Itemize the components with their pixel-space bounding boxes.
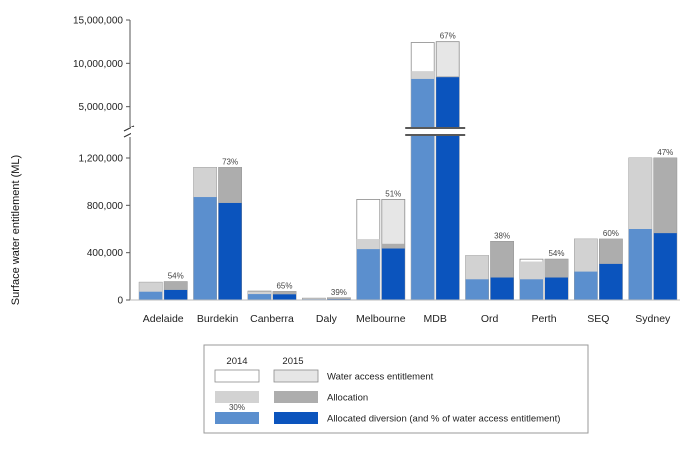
bar-2014-allocation — [302, 298, 326, 300]
category-label: SEQ — [587, 313, 609, 325]
y-tick-label: 15,000,000 — [73, 16, 123, 27]
bar-2015-allocated-diversion — [490, 277, 514, 300]
percent-label: 67% — [440, 32, 456, 41]
legend-year-2015: 2015 — [282, 356, 303, 367]
bar-2014-allocated-diversion — [465, 279, 489, 300]
bar-2015-allocated-diversion — [545, 277, 568, 300]
percent-label: 51% — [385, 189, 401, 198]
percent-label: 60% — [603, 229, 619, 238]
category-label: Sydney — [635, 313, 671, 325]
category-label: Daly — [316, 313, 338, 325]
percent-label: 47% — [657, 148, 673, 157]
legend-swatch-2015 — [273, 369, 319, 383]
y-tick-label: 400,000 — [87, 248, 124, 259]
category-label: Canberra — [250, 313, 294, 325]
legend: 2014 2015 Water access entitlement Allocati… — [203, 344, 589, 434]
percent-label: 54% — [548, 249, 564, 258]
bar-2015-allocated-diversion — [381, 248, 405, 300]
legend-swatch-2015 — [274, 412, 318, 424]
legend-label: Allocated diversion (and % of water acce… — [327, 414, 560, 425]
legend-sample-percent: 30% — [229, 403, 245, 412]
bar-2015-allocated-diversion — [653, 233, 677, 300]
bar-2014-allocated-diversion — [574, 271, 598, 300]
bar-2015-allocated-diversion — [164, 289, 188, 300]
category-label: Adelaide — [143, 313, 184, 325]
percent-label: 38% — [494, 231, 510, 240]
category-label: MDB — [424, 313, 447, 325]
bar-2014-allocated-diversion — [193, 197, 217, 300]
bar-2015-allocated-diversion — [218, 202, 242, 300]
legend-label: Water access entitlement — [327, 372, 434, 383]
y-tick-label: 800,000 — [87, 201, 124, 212]
category-label: Burdekin — [197, 313, 239, 325]
percent-label: 54% — [168, 272, 184, 281]
legend-swatch-2015 — [274, 391, 318, 403]
bar-2015-allocation — [327, 297, 351, 300]
y-axis-label: Surface water entitlement (ML) — [10, 155, 22, 305]
legend-frame — [203, 344, 589, 434]
y-tick-label: 1,200,000 — [79, 154, 124, 165]
bar-2014-allocated-diversion — [356, 249, 380, 300]
percent-label: 39% — [331, 288, 347, 297]
bar-2014-allocated-diversion — [520, 279, 543, 300]
bar-2014-allocated-diversion — [248, 294, 271, 300]
y-tick-label: 10,000,000 — [73, 59, 123, 70]
bar-2014-allocated-diversion — [628, 229, 652, 300]
category-label: Ord — [481, 313, 499, 325]
category-label: Perth — [531, 313, 556, 325]
percent-label: 73% — [222, 157, 238, 166]
bar-2015-allocated-diversion — [273, 294, 296, 300]
legend-swatch-2014 — [215, 412, 259, 424]
break-band — [131, 127, 681, 136]
bar-2015-allocated-diversion — [436, 77, 460, 300]
percent-label: 65% — [276, 281, 292, 290]
bar-2014-allocated-diversion — [139, 291, 163, 300]
legend-swatch-2014 — [215, 391, 259, 403]
bar-2014-allocated-diversion — [411, 78, 435, 300]
y-tick-label: 5,000,000 — [79, 102, 124, 113]
y-tick-label: 0 — [117, 296, 123, 307]
legend-label: Allocation — [327, 393, 368, 404]
bar-2015-allocated-diversion — [599, 263, 623, 300]
category-label: Melbourne — [356, 313, 406, 325]
legend-year-2014: 2014 — [226, 356, 247, 367]
legend-swatch-2014 — [214, 369, 260, 383]
